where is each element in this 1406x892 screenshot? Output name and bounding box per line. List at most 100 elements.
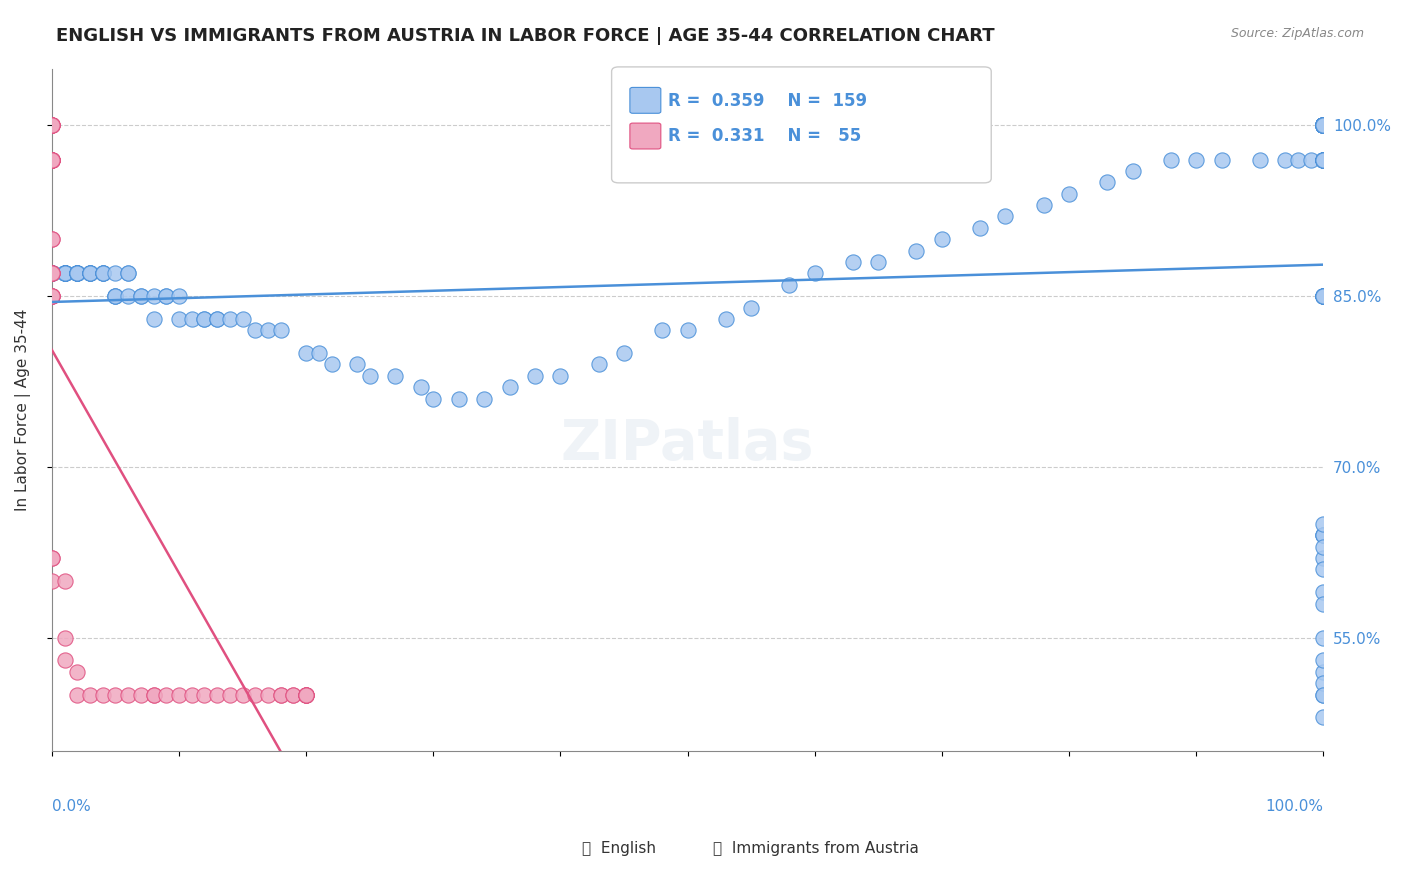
Point bbox=[270, 688, 292, 702]
Point bbox=[1312, 119, 1334, 133]
Point bbox=[1312, 119, 1334, 133]
Point bbox=[931, 232, 953, 246]
Point bbox=[41, 551, 63, 566]
Point bbox=[41, 267, 63, 281]
Point bbox=[1312, 153, 1334, 167]
Point bbox=[498, 380, 520, 394]
Point bbox=[1312, 119, 1334, 133]
Point bbox=[384, 368, 406, 383]
Point bbox=[1312, 562, 1334, 576]
Point bbox=[41, 267, 63, 281]
Point bbox=[142, 289, 165, 303]
Point bbox=[1312, 153, 1334, 167]
Point bbox=[218, 688, 240, 702]
Point bbox=[155, 289, 177, 303]
Point bbox=[117, 688, 139, 702]
Point bbox=[41, 267, 63, 281]
Text: R =  0.359    N =  159: R = 0.359 N = 159 bbox=[668, 92, 868, 110]
Point bbox=[117, 289, 139, 303]
Point bbox=[41, 289, 63, 303]
Point bbox=[740, 301, 762, 315]
Point bbox=[1312, 119, 1334, 133]
Point bbox=[41, 119, 63, 133]
Point bbox=[91, 267, 114, 281]
Point bbox=[180, 312, 202, 326]
Point bbox=[104, 289, 127, 303]
Point bbox=[842, 255, 865, 269]
Point bbox=[41, 267, 63, 281]
Point bbox=[1312, 153, 1334, 167]
Text: ZIPatlas: ZIPatlas bbox=[561, 417, 814, 471]
Point bbox=[66, 665, 89, 679]
Point bbox=[1312, 665, 1334, 679]
Point bbox=[1312, 289, 1334, 303]
Point bbox=[1312, 631, 1334, 645]
Point bbox=[66, 267, 89, 281]
Point bbox=[295, 688, 318, 702]
Point bbox=[472, 392, 495, 406]
Point bbox=[155, 688, 177, 702]
Point bbox=[41, 153, 63, 167]
Point bbox=[1312, 119, 1334, 133]
Point bbox=[283, 688, 305, 702]
Point bbox=[1312, 119, 1334, 133]
Point bbox=[193, 312, 215, 326]
Point bbox=[41, 153, 63, 167]
Point bbox=[1312, 289, 1334, 303]
Point bbox=[41, 289, 63, 303]
Point bbox=[41, 232, 63, 246]
Point bbox=[1312, 119, 1334, 133]
Point bbox=[155, 289, 177, 303]
Point bbox=[205, 688, 228, 702]
Point bbox=[53, 267, 76, 281]
Point bbox=[104, 267, 127, 281]
Point bbox=[1312, 119, 1334, 133]
Point bbox=[1312, 540, 1334, 554]
Point bbox=[283, 688, 305, 702]
Point bbox=[803, 267, 825, 281]
Point bbox=[321, 358, 343, 372]
Point bbox=[79, 267, 101, 281]
Point bbox=[66, 267, 89, 281]
Point bbox=[53, 267, 76, 281]
Point bbox=[1312, 528, 1334, 542]
Point bbox=[1032, 198, 1054, 212]
Point bbox=[167, 289, 190, 303]
Point bbox=[257, 323, 280, 337]
Point bbox=[295, 688, 318, 702]
Point bbox=[53, 653, 76, 667]
Point bbox=[1312, 119, 1334, 133]
Point bbox=[41, 267, 63, 281]
Point bbox=[613, 346, 636, 360]
Point bbox=[1312, 153, 1334, 167]
Point bbox=[1312, 119, 1334, 133]
Point bbox=[205, 312, 228, 326]
Point bbox=[41, 289, 63, 303]
Point bbox=[79, 688, 101, 702]
Point bbox=[66, 267, 89, 281]
Point bbox=[193, 688, 215, 702]
Point bbox=[232, 312, 254, 326]
Point bbox=[53, 267, 76, 281]
Point bbox=[91, 267, 114, 281]
Point bbox=[1312, 119, 1334, 133]
Point bbox=[1312, 119, 1334, 133]
Point bbox=[193, 312, 215, 326]
Point bbox=[295, 688, 318, 702]
Point bbox=[1312, 119, 1334, 133]
Point bbox=[523, 368, 546, 383]
Point bbox=[41, 267, 63, 281]
Text: ENGLISH VS IMMIGRANTS FROM AUSTRIA IN LABOR FORCE | AGE 35-44 CORRELATION CHART: ENGLISH VS IMMIGRANTS FROM AUSTRIA IN LA… bbox=[56, 27, 995, 45]
Point bbox=[41, 153, 63, 167]
Point bbox=[53, 574, 76, 588]
Point bbox=[1299, 153, 1322, 167]
Point bbox=[1312, 597, 1334, 611]
Point bbox=[1312, 119, 1334, 133]
Point bbox=[41, 119, 63, 133]
Point bbox=[53, 267, 76, 281]
Point bbox=[66, 267, 89, 281]
Point bbox=[79, 267, 101, 281]
Point bbox=[359, 368, 381, 383]
Point bbox=[1312, 585, 1334, 599]
Point bbox=[66, 267, 89, 281]
